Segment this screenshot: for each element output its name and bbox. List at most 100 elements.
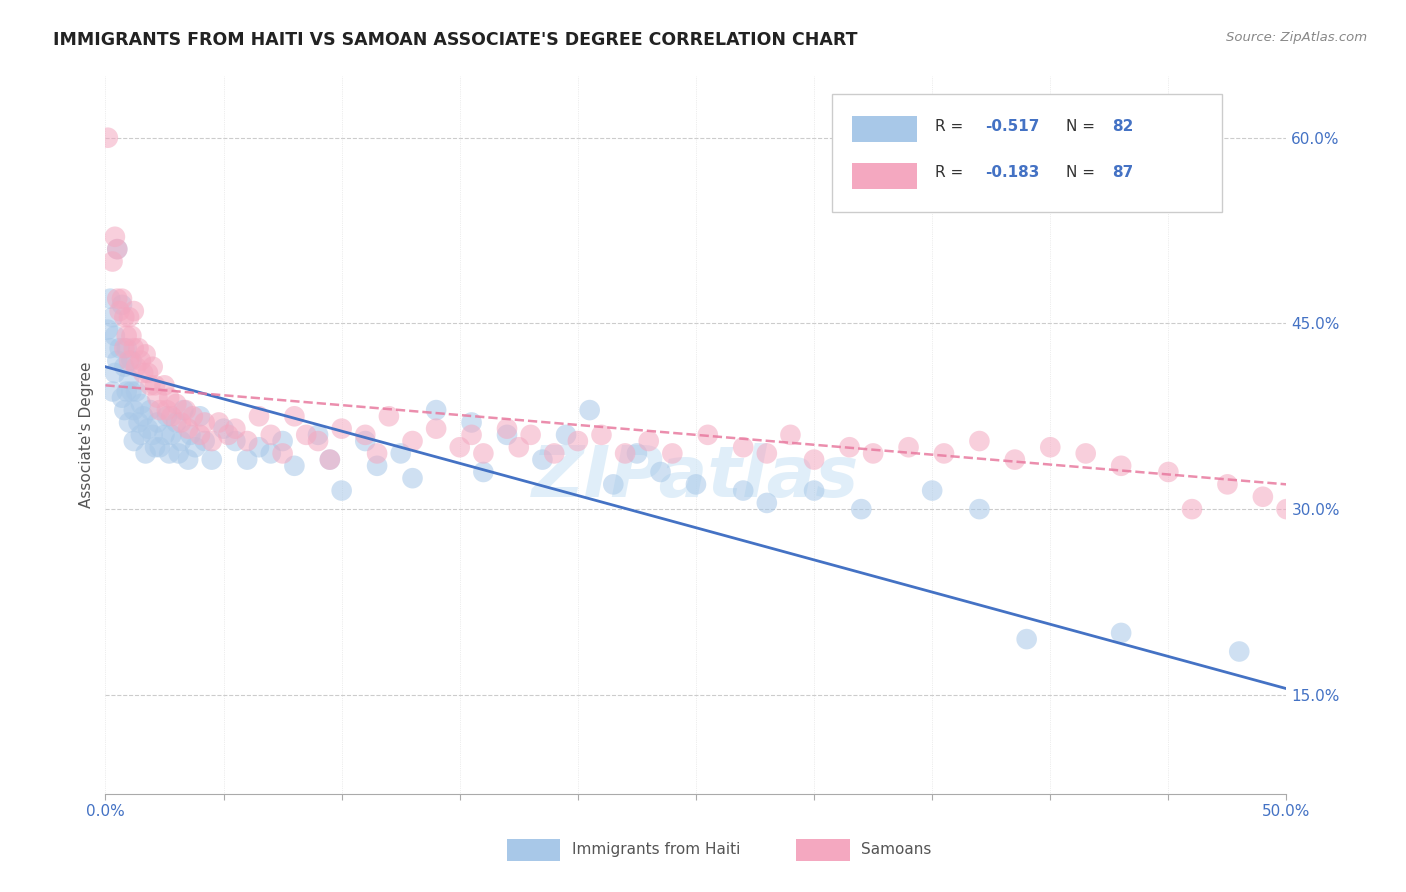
Point bbox=[366, 458, 388, 473]
Point bbox=[201, 452, 224, 467]
Point bbox=[555, 428, 578, 442]
Point bbox=[283, 409, 305, 424]
Text: -0.517: -0.517 bbox=[986, 119, 1039, 134]
Point bbox=[921, 483, 943, 498]
Point bbox=[132, 366, 155, 380]
Point bbox=[142, 359, 165, 374]
Point bbox=[330, 483, 353, 498]
Point bbox=[247, 440, 270, 454]
Point bbox=[401, 471, 423, 485]
Point bbox=[1039, 440, 1062, 454]
Point bbox=[602, 477, 624, 491]
Point bbox=[135, 347, 157, 361]
Point bbox=[578, 403, 600, 417]
Point bbox=[120, 353, 142, 368]
Text: 82: 82 bbox=[1112, 119, 1133, 134]
Point bbox=[626, 446, 648, 460]
Point bbox=[184, 440, 207, 454]
Y-axis label: Associate's Degree: Associate's Degree bbox=[79, 361, 94, 508]
Point bbox=[733, 440, 755, 454]
Point bbox=[319, 452, 342, 467]
Point bbox=[307, 428, 329, 442]
Point bbox=[157, 446, 180, 460]
Point bbox=[188, 428, 211, 442]
Point bbox=[425, 403, 447, 417]
Point bbox=[591, 428, 613, 442]
Point bbox=[354, 434, 377, 448]
Text: Immigrants from Haiti: Immigrants from Haiti bbox=[572, 842, 741, 857]
Point bbox=[1181, 502, 1204, 516]
Point bbox=[319, 452, 342, 467]
Point bbox=[139, 378, 162, 392]
Point bbox=[496, 428, 519, 442]
Point bbox=[425, 422, 447, 436]
Point bbox=[149, 403, 172, 417]
Point bbox=[260, 446, 283, 460]
Point bbox=[472, 465, 495, 479]
Point bbox=[115, 328, 138, 343]
Point bbox=[696, 428, 718, 442]
Text: N =: N = bbox=[1066, 165, 1099, 180]
Point bbox=[157, 391, 180, 405]
Point bbox=[1216, 477, 1239, 491]
Point bbox=[125, 384, 148, 399]
Point bbox=[118, 310, 141, 325]
Point bbox=[181, 409, 204, 424]
Point bbox=[614, 446, 637, 460]
Point bbox=[472, 446, 495, 460]
Point bbox=[330, 422, 353, 436]
Point bbox=[685, 477, 707, 491]
Point bbox=[112, 341, 135, 355]
Point bbox=[201, 434, 224, 448]
Point bbox=[111, 298, 134, 312]
Point bbox=[307, 434, 329, 448]
Point bbox=[194, 434, 217, 448]
Point bbox=[129, 428, 152, 442]
Point bbox=[1015, 632, 1038, 647]
Text: ZIPatlas: ZIPatlas bbox=[533, 443, 859, 512]
Point bbox=[101, 310, 124, 325]
Point bbox=[136, 366, 159, 380]
Point bbox=[156, 403, 179, 417]
Point bbox=[129, 397, 152, 411]
Point bbox=[112, 403, 135, 417]
Point bbox=[650, 465, 672, 479]
Point bbox=[101, 254, 124, 268]
Point bbox=[661, 446, 683, 460]
Point bbox=[167, 446, 190, 460]
Point bbox=[146, 391, 169, 405]
Point bbox=[354, 428, 377, 442]
Point bbox=[146, 416, 169, 430]
Point bbox=[129, 353, 152, 368]
Point bbox=[1109, 458, 1132, 473]
Point bbox=[969, 502, 991, 516]
Text: R =: R = bbox=[935, 165, 967, 180]
Point bbox=[139, 403, 162, 417]
Point bbox=[295, 428, 318, 442]
Point bbox=[508, 440, 530, 454]
Point bbox=[132, 409, 155, 424]
Point bbox=[108, 304, 131, 318]
Point bbox=[179, 428, 201, 442]
Point bbox=[153, 428, 176, 442]
Point bbox=[115, 341, 138, 355]
Point bbox=[143, 440, 166, 454]
Point bbox=[153, 378, 176, 392]
Point bbox=[897, 440, 920, 454]
Point bbox=[803, 452, 825, 467]
Point bbox=[1251, 490, 1274, 504]
Point bbox=[98, 292, 121, 306]
Point bbox=[142, 428, 165, 442]
Point bbox=[143, 378, 166, 392]
Point bbox=[212, 422, 235, 436]
Point bbox=[460, 416, 482, 430]
Text: Samoans: Samoans bbox=[862, 842, 932, 857]
Point bbox=[156, 409, 179, 424]
Point bbox=[172, 403, 194, 417]
Point bbox=[97, 130, 120, 145]
Point bbox=[128, 416, 150, 430]
Point bbox=[401, 434, 423, 448]
Point bbox=[115, 384, 138, 399]
Point bbox=[188, 409, 211, 424]
Point bbox=[112, 359, 135, 374]
